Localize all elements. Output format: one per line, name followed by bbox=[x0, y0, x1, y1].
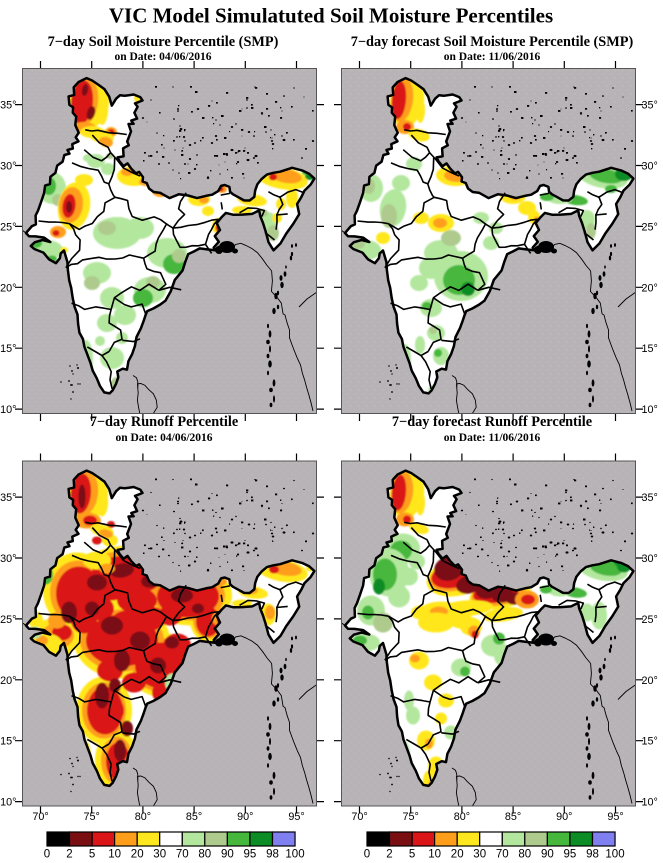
svg-text:35°: 35° bbox=[642, 492, 658, 504]
svg-text:85°: 85° bbox=[505, 811, 521, 823]
svg-text:25°: 25° bbox=[0, 221, 16, 233]
svg-text:on Date: 04/06/2016: on Date: 04/06/2016 bbox=[114, 51, 211, 63]
svg-text:5: 5 bbox=[89, 849, 95, 859]
svg-text:10: 10 bbox=[108, 849, 121, 859]
svg-text:90°: 90° bbox=[237, 811, 253, 823]
svg-text:75°: 75° bbox=[403, 811, 419, 823]
svg-text:7−day forecast Runoff Percenti: 7−day forecast Runoff Percentile bbox=[392, 414, 592, 430]
svg-text:7−day forecast Soil Moisture P: 7−day forecast Soil Moisture Percentile … bbox=[351, 34, 634, 50]
svg-text:on Date: 11/06/2016: on Date: 11/06/2016 bbox=[444, 51, 541, 63]
svg-text:80°: 80° bbox=[135, 811, 151, 823]
svg-text:30: 30 bbox=[473, 849, 486, 859]
svg-text:100: 100 bbox=[285, 849, 304, 859]
svg-text:10: 10 bbox=[428, 849, 441, 859]
svg-text:25°: 25° bbox=[0, 614, 16, 626]
svg-text:10°: 10° bbox=[642, 797, 658, 809]
svg-text:80°: 80° bbox=[454, 811, 470, 823]
svg-text:70°: 70° bbox=[32, 811, 48, 823]
svg-text:70°: 70° bbox=[351, 811, 367, 823]
svg-text:30: 30 bbox=[153, 849, 166, 859]
svg-text:30°: 30° bbox=[0, 161, 16, 173]
svg-text:25°: 25° bbox=[642, 221, 658, 233]
svg-text:20°: 20° bbox=[0, 675, 16, 687]
svg-text:90°: 90° bbox=[556, 811, 572, 823]
svg-text:90: 90 bbox=[221, 849, 234, 859]
svg-text:35°: 35° bbox=[0, 100, 16, 112]
svg-text:10°: 10° bbox=[0, 404, 16, 416]
svg-text:70: 70 bbox=[496, 849, 509, 859]
svg-text:20: 20 bbox=[131, 849, 144, 859]
svg-text:on Date: 11/06/2016: on Date: 11/06/2016 bbox=[444, 432, 541, 444]
svg-text:95: 95 bbox=[244, 849, 257, 859]
svg-text:95°: 95° bbox=[288, 811, 304, 823]
svg-text:85°: 85° bbox=[186, 811, 202, 823]
svg-text:90: 90 bbox=[541, 849, 554, 859]
svg-text:35°: 35° bbox=[0, 492, 16, 504]
svg-text:10°: 10° bbox=[0, 797, 16, 809]
svg-text:95: 95 bbox=[564, 849, 577, 859]
svg-text:70: 70 bbox=[176, 849, 189, 859]
svg-text:35°: 35° bbox=[642, 100, 658, 112]
svg-text:80: 80 bbox=[518, 849, 531, 859]
svg-text:5: 5 bbox=[409, 849, 415, 859]
svg-text:15°: 15° bbox=[642, 736, 658, 748]
svg-text:75°: 75° bbox=[84, 811, 100, 823]
svg-text:30°: 30° bbox=[642, 161, 658, 173]
svg-text:20°: 20° bbox=[642, 675, 658, 687]
svg-text:20: 20 bbox=[451, 849, 464, 859]
svg-text:on Date: 04/06/2016: on Date: 04/06/2016 bbox=[115, 432, 212, 444]
svg-text:95°: 95° bbox=[607, 811, 623, 823]
svg-text:98: 98 bbox=[586, 849, 599, 859]
svg-text:30°: 30° bbox=[0, 553, 16, 565]
svg-text:15°: 15° bbox=[0, 343, 16, 355]
svg-text:10°: 10° bbox=[642, 404, 658, 416]
svg-text:20°: 20° bbox=[0, 282, 16, 294]
svg-text:15°: 15° bbox=[642, 343, 658, 355]
svg-text:15°: 15° bbox=[0, 736, 16, 748]
svg-text:98: 98 bbox=[266, 849, 279, 859]
svg-text:80: 80 bbox=[198, 849, 211, 859]
svg-text:7−day Runoff Percentile: 7−day Runoff Percentile bbox=[90, 414, 238, 430]
svg-text:30°: 30° bbox=[642, 553, 658, 565]
svg-text:20°: 20° bbox=[642, 282, 658, 294]
svg-text:100: 100 bbox=[605, 849, 624, 859]
svg-text:7−day Soil Moisture Percentile: 7−day Soil Moisture Percentile (SMP) bbox=[48, 34, 279, 50]
svg-text:2: 2 bbox=[66, 849, 72, 859]
svg-text:25°: 25° bbox=[642, 614, 658, 626]
svg-text:0: 0 bbox=[44, 849, 50, 859]
svg-text:VIC Model Simulatuted Soil Moi: VIC Model Simulatuted Soil Moisture Perc… bbox=[109, 4, 553, 28]
svg-text:0: 0 bbox=[364, 849, 370, 859]
svg-text:2: 2 bbox=[386, 849, 392, 859]
